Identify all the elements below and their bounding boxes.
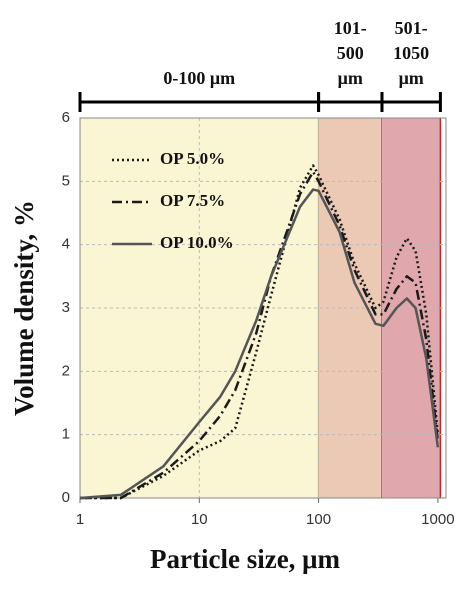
x-tick-label: 1	[76, 511, 84, 528]
region-label: 1050	[393, 43, 429, 63]
legend-label: OP 10.0%	[160, 233, 234, 252]
y-tick-label: 5	[62, 172, 70, 189]
x-tick-label: 100	[306, 511, 331, 528]
y-tick-label: 0	[62, 489, 70, 506]
y-tick-label: 2	[62, 362, 70, 379]
y-tick-label: 1	[62, 426, 70, 443]
series-line	[80, 170, 440, 500]
region-label: μm	[338, 68, 363, 88]
region-label: 501-	[395, 18, 428, 38]
region-label: 0-100 μm	[163, 68, 235, 88]
x-tick-label: 10	[191, 511, 208, 528]
region-label: 101-	[334, 18, 367, 38]
series-line	[80, 164, 440, 500]
x-axis-title: Particle size, μm	[150, 544, 340, 574]
legend-label: OP 5.0%	[160, 149, 225, 168]
y-tick-label: 6	[62, 109, 70, 126]
x-tick-label: 1000	[421, 511, 454, 528]
region-label: μm	[399, 68, 424, 88]
region-label: 500	[337, 43, 364, 63]
series-line	[79, 188, 440, 500]
y-tick-label: 3	[62, 299, 70, 316]
plot-frame	[79, 117, 447, 499]
legend-label: OP 7.5%	[160, 191, 225, 210]
y-axis-title: Volume density, %	[9, 200, 39, 416]
y-tick-label: 4	[62, 236, 70, 253]
